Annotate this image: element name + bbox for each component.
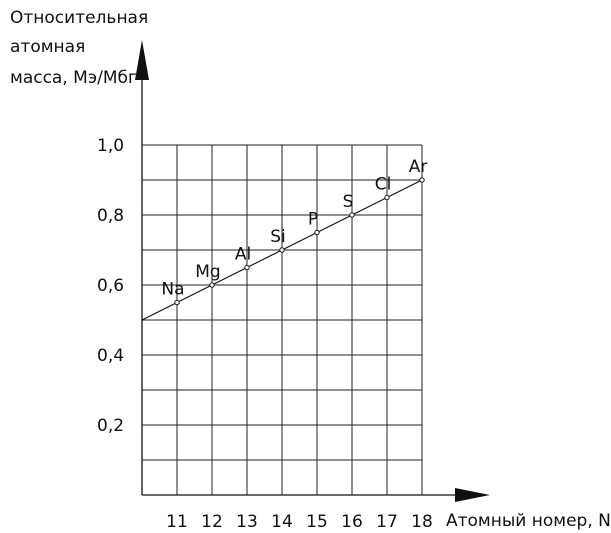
x-tick-label: 11: [166, 512, 188, 532]
data-point: [244, 264, 250, 271]
y-axis-title: Относительная атомная масса, Mэ/Mбг: [10, 8, 148, 88]
data-point-label: P: [308, 210, 318, 230]
x-tick-label: 12: [201, 512, 223, 532]
x-tick-labels: 11 12 13 14 15 16 17 18: [166, 512, 433, 532]
data-point-label: S: [343, 192, 354, 212]
grid: [142, 144, 423, 495]
data-point: [419, 177, 425, 183]
y-axis-arrow: [135, 40, 149, 80]
x-tick-label: 15: [306, 512, 328, 532]
series: Na Mg Al Si P S Cl Ar: [141, 157, 428, 321]
data-point: [314, 229, 320, 236]
data-point: [384, 194, 390, 201]
x-axis-title: Атомный номер, N: [446, 511, 611, 531]
data-point: [174, 299, 180, 306]
y-tick-label: 0,6: [97, 276, 124, 296]
x-tick-label: 18: [411, 512, 433, 532]
y-tick-labels: 1,0 0,8 0,6 0,4 0,2: [97, 136, 124, 436]
y-tick-label: 0,2: [97, 416, 124, 436]
x-tick-label: 16: [341, 512, 363, 532]
y-tick-label: 0,8: [97, 206, 124, 226]
data-point-label: Cl: [375, 175, 392, 195]
y-axis-title-line-1: Относительная: [10, 8, 148, 28]
y-axis-title-line-2: атомная: [10, 37, 85, 57]
data-point: [279, 247, 285, 253]
axes: [135, 40, 490, 502]
data-point-label: Ar: [409, 157, 428, 177]
y-tick-label: 0,4: [97, 346, 124, 366]
data-point-label: Si: [270, 227, 286, 247]
y-axis-title-line-3: масса, Mэ/Mбг: [10, 68, 137, 88]
data-point-label: Al: [235, 245, 251, 265]
x-tick-label: 17: [376, 512, 398, 532]
x-tick-label: 14: [271, 512, 293, 532]
data-point-label: Na: [161, 280, 184, 300]
data-point-label: Mg: [195, 262, 220, 282]
data-point: [349, 212, 355, 218]
x-axis-arrow: [455, 488, 490, 502]
x-tick-label: 13: [236, 512, 258, 532]
y-tick-label: 1,0: [97, 136, 124, 156]
data-point: [209, 282, 215, 288]
